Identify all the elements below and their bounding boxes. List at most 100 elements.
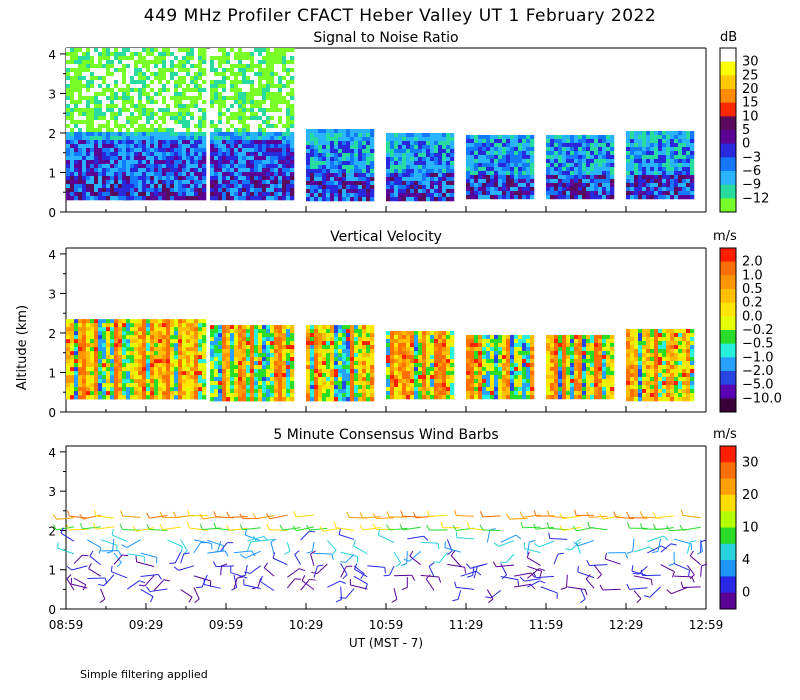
snr-cell <box>154 132 159 137</box>
snr-cell <box>490 194 495 200</box>
snr-cell <box>446 148 451 154</box>
velocity-cell <box>86 363 91 368</box>
snr-cell <box>178 172 183 177</box>
snr-cell <box>406 188 411 194</box>
snr-cell <box>174 80 179 85</box>
velocity-cell <box>226 397 231 402</box>
snr-cell <box>370 185 375 190</box>
snr-cell <box>110 64 115 69</box>
velocity-cell <box>74 323 79 328</box>
velocity-cell <box>218 341 223 346</box>
snr-cell <box>126 80 131 85</box>
x-tick-label: 10:29 <box>289 618 324 632</box>
snr-cell <box>346 169 351 174</box>
snr-cell <box>590 150 595 156</box>
snr-cell <box>274 120 279 125</box>
snr-cell <box>198 136 203 141</box>
snr-cell <box>410 156 415 162</box>
snr-cell <box>142 184 147 189</box>
snr-cell <box>210 176 215 181</box>
velocity-cell <box>246 393 251 398</box>
snr-cell <box>638 142 643 148</box>
snr-cell <box>258 72 263 77</box>
velocity-cell <box>214 385 219 390</box>
velocity-cell <box>174 375 179 380</box>
snr-cell <box>150 184 155 189</box>
velocity-cell <box>102 379 107 384</box>
snr-cell <box>150 132 155 137</box>
velocity-cell <box>130 379 135 384</box>
velocity-cell <box>274 357 279 362</box>
velocity-cell <box>242 333 247 338</box>
snr-cell <box>674 150 679 156</box>
colorbar-swatch <box>720 560 736 577</box>
snr-cell <box>66 72 71 77</box>
snr-cell <box>194 96 199 101</box>
velocity-cell <box>102 335 107 340</box>
snr-cell <box>174 176 179 181</box>
snr-cell <box>170 192 175 197</box>
snr-cell <box>670 194 675 200</box>
snr-cell <box>106 108 111 113</box>
snr-cell <box>650 162 655 168</box>
snr-cell <box>434 148 439 154</box>
snr-cell <box>74 184 79 189</box>
velocity-cell <box>214 345 219 350</box>
snr-cell <box>498 154 503 160</box>
snr-cell <box>138 56 143 61</box>
snr-cell <box>114 160 119 165</box>
snr-cell <box>338 197 343 202</box>
snr-cell <box>106 84 111 89</box>
velocity-cell <box>286 345 291 350</box>
snr-cell <box>250 84 255 89</box>
velocity-cell <box>274 337 279 342</box>
snr-cell <box>642 170 647 176</box>
snr-cell <box>270 80 275 85</box>
snr-cell <box>502 186 507 192</box>
snr-cell <box>610 182 615 188</box>
snr-cell <box>690 194 695 200</box>
snr-cell <box>590 182 595 188</box>
velocity-cell <box>66 391 71 396</box>
snr-cell <box>102 188 107 193</box>
snr-cell <box>582 186 587 192</box>
snr-cell <box>582 170 587 176</box>
snr-cell <box>446 176 451 182</box>
snr-cell <box>142 92 147 97</box>
snr-cell <box>654 158 659 164</box>
velocity-cell <box>186 359 191 364</box>
snr-cell <box>262 144 267 149</box>
velocity-cell <box>174 395 179 400</box>
snr-cell <box>186 196 191 201</box>
snr-cell <box>350 161 355 166</box>
snr-cell <box>202 92 207 97</box>
snr-cell <box>306 169 311 174</box>
snr-cell <box>242 176 247 181</box>
snr-cell <box>238 140 243 145</box>
snr-cell <box>498 150 503 156</box>
velocity-cell <box>82 335 87 340</box>
snr-cell <box>278 64 283 69</box>
velocity-cell <box>86 323 91 328</box>
snr-cell <box>494 146 499 152</box>
snr-cell <box>638 190 643 196</box>
snr-cell <box>626 154 631 160</box>
snr-cell <box>278 100 283 105</box>
snr-cell <box>498 158 503 164</box>
snr-cell <box>250 104 255 109</box>
snr-cell <box>78 120 83 125</box>
snr-cell <box>602 194 607 200</box>
velocity-cell <box>210 341 215 346</box>
snr-cell <box>610 150 615 156</box>
snr-cell <box>70 60 75 65</box>
velocity-cell <box>238 377 243 382</box>
snr-cell <box>146 148 151 153</box>
snr-cell <box>682 190 687 196</box>
snr-cell <box>370 189 375 194</box>
snr-cell <box>646 162 651 168</box>
velocity-cell <box>142 359 147 364</box>
snr-cell <box>494 170 499 176</box>
snr-cell <box>66 52 71 57</box>
velocity-cell <box>158 327 163 332</box>
snr-cell <box>258 156 263 161</box>
